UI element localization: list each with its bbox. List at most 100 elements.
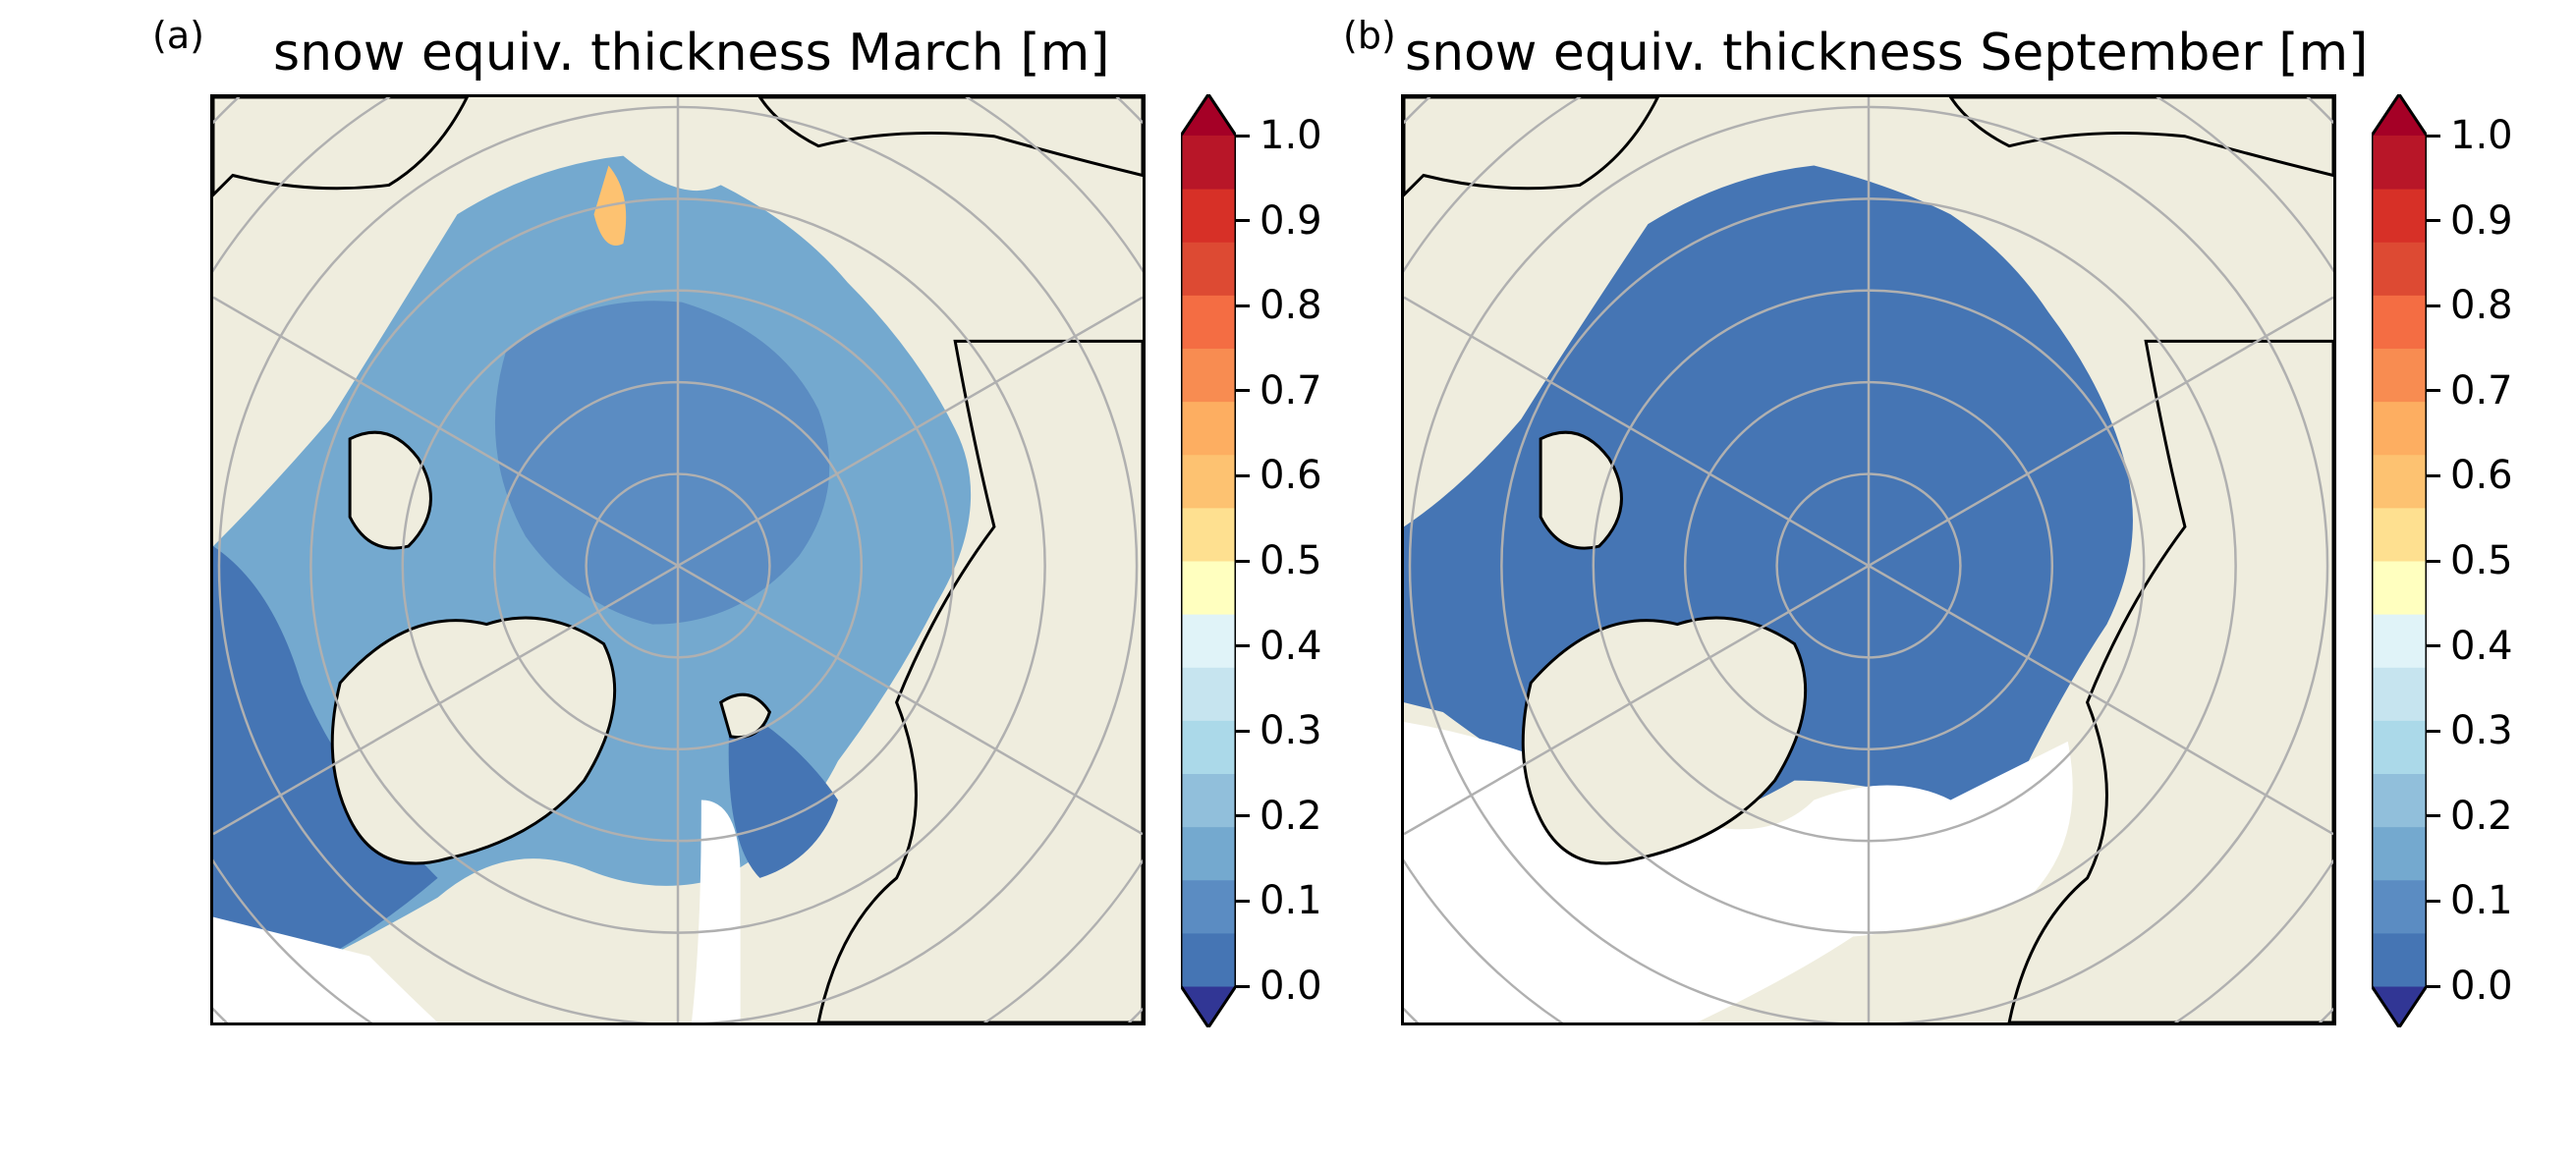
colorbar-band — [1181, 720, 1236, 774]
colorbar-tick-label: 0.7 — [1260, 367, 1322, 414]
colorbar-tick-label: 0.3 — [1260, 708, 1322, 754]
chukotka-landmass — [757, 97, 1143, 178]
colorbar-band — [1181, 189, 1236, 243]
colorbar-tick-mark — [1236, 389, 1250, 393]
colorbar-tick: 0.3 — [1236, 711, 1322, 750]
colorbar-tick: 0.7 — [2427, 371, 2513, 411]
colorbar-extend-low — [2372, 986, 2427, 1027]
colorbar-tick-label: 0.4 — [2450, 623, 2513, 669]
colorbar-tick-mark — [2427, 304, 2440, 307]
map-canvas-march — [213, 97, 1143, 1022]
colorbar-tick-label: 1.0 — [1260, 113, 1322, 158]
colorbar-tick-label: 0.5 — [2450, 538, 2513, 583]
colorbar-tick-mark — [2427, 389, 2440, 393]
arctic-map-march — [210, 94, 1146, 1025]
panel-september: (b) snow equiv. thickness September [m] — [1191, 0, 2513, 1080]
colorbar-band — [2372, 879, 2427, 934]
colorbar-tick-label: 0.9 — [1260, 197, 1322, 244]
colorbar-tick-mark — [1236, 304, 1250, 307]
colorbar-tick-mark — [1236, 729, 1250, 733]
canadian-archipelago — [1539, 430, 1623, 550]
colorbar-band — [2372, 826, 2427, 881]
colorbar-band — [2372, 348, 2427, 403]
panel-march: (a) snow equiv. thickness March [m] — [0, 0, 1322, 1080]
colorbar-tick-mark — [2427, 559, 2440, 563]
colorbar-band — [1181, 932, 1236, 987]
panel-label-b: (b) — [1343, 14, 1396, 57]
colorbar-tick-label: 0.5 — [1260, 538, 1322, 583]
colorbar-tick-mark — [2427, 814, 2440, 818]
colorbar-tick-mark — [2427, 134, 2440, 138]
arctic-map-september — [1401, 94, 2336, 1025]
sea-ice-core — [494, 301, 830, 625]
panel-label-a: (a) — [152, 14, 204, 57]
colorbar-tick: 0.9 — [2427, 201, 2513, 241]
colorbar-tick: 0.1 — [1236, 881, 1322, 920]
colorbar-band — [1181, 454, 1236, 509]
eurasia-landmass — [2007, 339, 2333, 1022]
colorbar-tick-mark — [1236, 134, 1250, 138]
colorbar-ticks-b: 0.0 0.1 0.2 0.3 0.4 0.5 0.6 0.7 0.8 0.9 1.0 — [2427, 94, 2564, 1027]
colorbar-tick-label: 0.0 — [2450, 964, 2513, 1009]
colorbar-tick: 1.0 — [1236, 116, 1322, 155]
colorbar-tick: 0.5 — [2427, 541, 2513, 580]
colorbar-tick-mark — [1236, 984, 1250, 988]
graticule — [1404, 97, 2333, 1022]
colorbar-tick: 0.2 — [1236, 797, 1322, 836]
colorbar-tick-label: 0.2 — [1260, 793, 1322, 839]
alaska-landmass — [1404, 97, 1660, 197]
colorbar-tick-label: 0.9 — [2450, 197, 2513, 244]
colorbar-tick: 0.8 — [2427, 286, 2513, 325]
panel-title-b: snow equiv. thickness September [m] — [1405, 24, 2369, 83]
colorbar-tick: 0.5 — [1236, 541, 1322, 580]
colorbar-band — [1181, 348, 1236, 403]
colorbar-band — [1181, 667, 1236, 721]
colorbar-tick-mark — [1236, 219, 1250, 223]
colorbar-band — [1181, 401, 1236, 456]
colorbar-tick-label: 1.0 — [2450, 113, 2513, 158]
alaska-landmass — [213, 97, 470, 197]
colorbar-band — [2372, 667, 2427, 721]
colorbar-extend-high — [1181, 94, 1236, 136]
canadian-archipelago — [348, 430, 432, 550]
colorbar-tick-label: 0.8 — [1260, 283, 1322, 329]
greenland-landmass — [1521, 616, 1808, 865]
colorbar-tick-label: 0.8 — [2450, 283, 2513, 329]
map-canvas-september — [1404, 97, 2333, 1022]
colorbar-tick: 0.2 — [2427, 797, 2513, 836]
colorbar-band — [2372, 561, 2427, 615]
colorbar-tick-mark — [2427, 219, 2440, 223]
colorbar-band — [2372, 773, 2427, 828]
colorbar-tick-label: 0.1 — [2450, 878, 2513, 924]
eurasia-landmass — [816, 339, 1143, 1022]
no-ice-area-2 — [691, 800, 741, 1022]
colorbar-tick: 0.4 — [2427, 627, 2513, 666]
colorbar-tick: 0.0 — [1236, 967, 1322, 1006]
colorbar-tick: 0.4 — [1236, 627, 1322, 666]
colorbar-band — [2372, 136, 2427, 190]
colorbar-band — [1181, 826, 1236, 881]
colorbar-band — [2372, 507, 2427, 562]
colorbar-band — [1181, 242, 1236, 296]
colorbar-band — [2372, 454, 2427, 509]
colorbar-tick: 0.0 — [2427, 967, 2513, 1006]
colorbar-tick-mark — [2427, 473, 2440, 477]
sea-ice-fringe-2 — [728, 702, 838, 878]
chukotka-landmass — [1948, 97, 2333, 178]
colorbar-tick: 0.1 — [2427, 881, 2513, 920]
colorbar-tick-label: 0.2 — [2450, 793, 2513, 839]
colorbar-tick-label: 0.1 — [1260, 878, 1322, 924]
colorbar-band — [1181, 614, 1236, 668]
colorbar-band — [1181, 295, 1236, 349]
graticule — [213, 97, 1143, 1022]
colorbar-band — [1181, 561, 1236, 615]
colorbar-band — [1181, 879, 1236, 934]
colorbar-a — [1181, 94, 1236, 1027]
colorbar-extend-low — [1181, 986, 1236, 1027]
colorbar-tick-mark — [2427, 899, 2440, 903]
colorbar-band — [2372, 720, 2427, 774]
colorbar-tick-mark — [2427, 729, 2440, 733]
colorbar-tick: 0.6 — [1236, 456, 1322, 495]
colorbar-tick: 0.9 — [1236, 201, 1322, 241]
colorbar-tick: 0.8 — [1236, 286, 1322, 325]
